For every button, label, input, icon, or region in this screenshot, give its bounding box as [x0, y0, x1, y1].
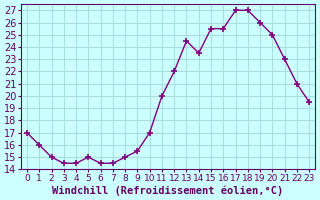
X-axis label: Windchill (Refroidissement éolien,°C): Windchill (Refroidissement éolien,°C)	[52, 185, 284, 196]
